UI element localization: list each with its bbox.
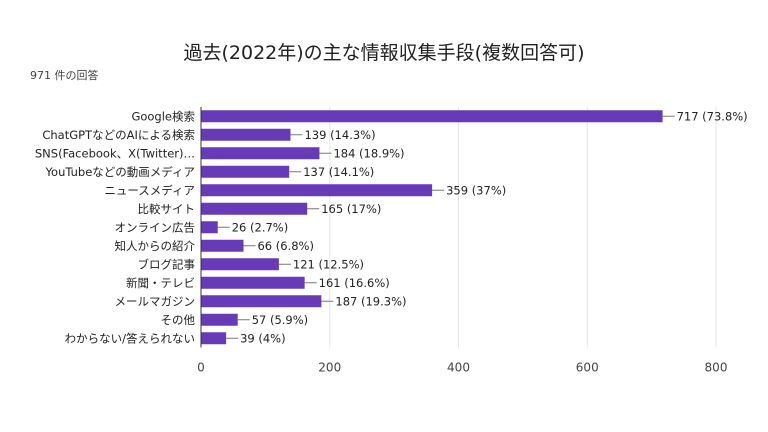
data-label: 184 (18.9%) (333, 146, 404, 160)
bar (201, 313, 238, 326)
category-label: わからない/答えられない (65, 331, 195, 345)
bar (201, 276, 305, 289)
bar (201, 221, 218, 234)
response-count: 971 件の回答 (30, 69, 99, 82)
bar (201, 295, 322, 308)
data-label: 39 (4%) (240, 331, 286, 345)
data-label: 165 (17%) (321, 202, 381, 216)
data-label: 187 (19.3%) (335, 294, 406, 308)
data-label: 359 (37%) (446, 183, 506, 197)
x-tick-label: 0 (197, 361, 205, 375)
bar (201, 202, 308, 215)
category-label: YouTubeなどの動画メディア (45, 165, 195, 179)
category-label: その他 (161, 313, 196, 327)
data-label: 137 (14.1%) (303, 165, 374, 179)
category-label: 知人からの紹介 (115, 239, 196, 253)
category-label: Google検索 (131, 109, 195, 123)
category-label: ニュースメディア (104, 183, 195, 197)
category-label: メールマガジン (115, 294, 196, 308)
category-label: 比較サイト (138, 202, 196, 216)
bar (201, 110, 663, 123)
x-tick-label: 200 (318, 361, 341, 375)
data-label: 57 (5.9%) (252, 313, 308, 327)
bar (201, 258, 279, 271)
category-label: ブログ記事 (138, 257, 196, 271)
data-label: 161 (16.6%) (319, 276, 390, 290)
bar (201, 165, 290, 178)
data-label: 139 (14.3%) (304, 128, 375, 142)
bar (201, 332, 227, 345)
chart-title: 過去(2022年)の主な情報収集手段(複数回答可) (183, 42, 585, 64)
x-tick-label: 600 (576, 361, 599, 375)
category-label: 新聞・テレビ (126, 276, 195, 290)
bar (201, 239, 244, 252)
data-label: 66 (6.8%) (257, 239, 313, 253)
data-label: 26 (2.7%) (232, 220, 288, 234)
bar (201, 147, 320, 160)
category-label: オンライン広告 (115, 220, 196, 234)
bar (201, 184, 433, 197)
x-tick-label: 800 (705, 361, 728, 375)
bar (201, 128, 291, 141)
category-label: ChatGPTなどのAIによる検索 (42, 128, 195, 142)
x-tick-label: 400 (447, 361, 470, 375)
data-label: 717 (73.8%) (677, 109, 748, 123)
data-label: 121 (12.5%) (293, 257, 364, 271)
category-label: SNS(Facebook、X(Twitter)… (35, 146, 195, 160)
